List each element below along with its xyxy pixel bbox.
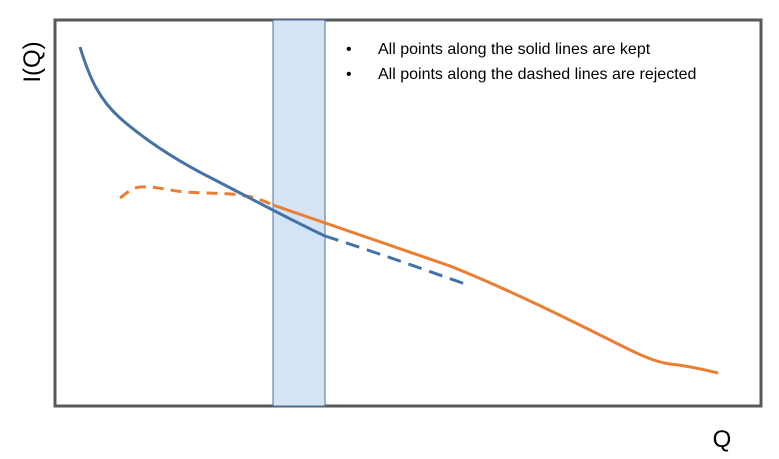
legend-bullet: • bbox=[346, 66, 352, 83]
orange-curve-solid bbox=[272, 203, 719, 375]
blue-curve-dashed bbox=[324, 234, 469, 287]
legend-bullet: • bbox=[346, 41, 352, 58]
blue-curve-solid bbox=[78, 46, 326, 238]
plot-frame bbox=[53, 18, 763, 408]
legend-item-rejected: All points along the dashed lines are re… bbox=[378, 66, 696, 83]
x-axis-label: Q bbox=[713, 426, 732, 453]
orange-curve-dashed bbox=[119, 185, 274, 207]
legend: • All points along the solid lines are k… bbox=[346, 41, 696, 83]
y-axis-label: I(Q) bbox=[19, 41, 46, 82]
legend-item-kept: All points along the solid lines are kep… bbox=[378, 41, 651, 58]
